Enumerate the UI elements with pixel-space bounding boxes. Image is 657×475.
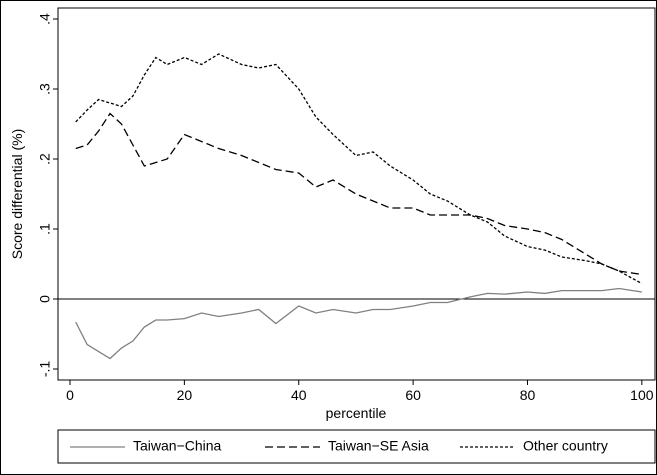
y-tick-label: .4 bbox=[37, 13, 53, 25]
y-tick-label: .3 bbox=[37, 83, 53, 95]
y-tick-label: .2 bbox=[37, 153, 53, 165]
plot-area bbox=[57, 7, 656, 381]
series-line bbox=[75, 287, 642, 360]
x-tick-label: 80 bbox=[520, 387, 536, 403]
y-tick-label: .1 bbox=[37, 223, 53, 235]
x-tick-label: 40 bbox=[291, 387, 307, 403]
series-line bbox=[75, 53, 643, 285]
x-tick-label: 20 bbox=[177, 387, 193, 403]
legend-label: Taiwan−SE Asia bbox=[328, 438, 429, 454]
x-axis-label: percentile bbox=[326, 405, 387, 421]
legend-label: Other country bbox=[523, 438, 608, 454]
y-tick-label: -.1 bbox=[37, 361, 53, 378]
legend bbox=[57, 429, 656, 464]
series-line bbox=[75, 112, 642, 276]
x-tick-label: 60 bbox=[405, 387, 421, 403]
y-tick-label: 0 bbox=[37, 295, 53, 303]
x-tick-label: 0 bbox=[66, 387, 74, 403]
y-axis-label: Score differential (%) bbox=[9, 129, 25, 259]
x-tick-label: 100 bbox=[630, 387, 654, 403]
legend-label: Taiwan−China bbox=[133, 438, 222, 454]
